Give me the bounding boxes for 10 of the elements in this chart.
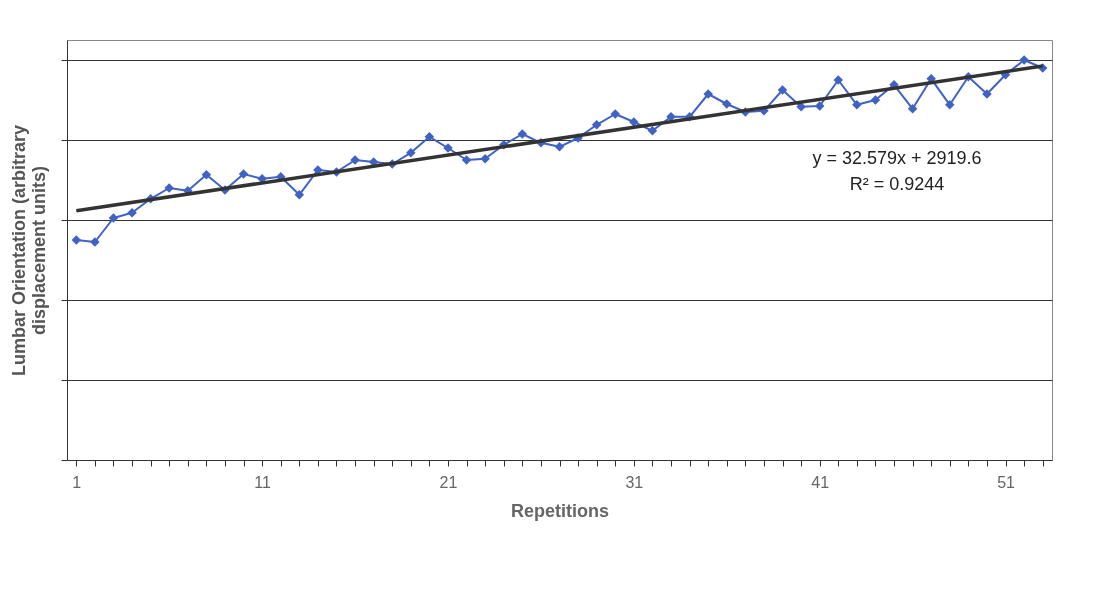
annotation: y = 32.579x + 2919.6 — [812, 148, 982, 168]
y-axis-title: Lumbar Orientation (arbitrary displacement units) — [9, 124, 49, 377]
x-tick-label: 1 — [72, 473, 82, 491]
x-tick-label: 11 — [254, 473, 272, 491]
x-tick-label: 41 — [811, 473, 830, 491]
x-tick-label: 51 — [997, 473, 1016, 491]
x-axis-title: Repetitions — [510, 500, 610, 521]
x-tick-label: 31 — [625, 473, 644, 491]
x-tick-label: 21 — [439, 473, 458, 491]
annotation: R² = 0.9244 — [849, 174, 945, 194]
